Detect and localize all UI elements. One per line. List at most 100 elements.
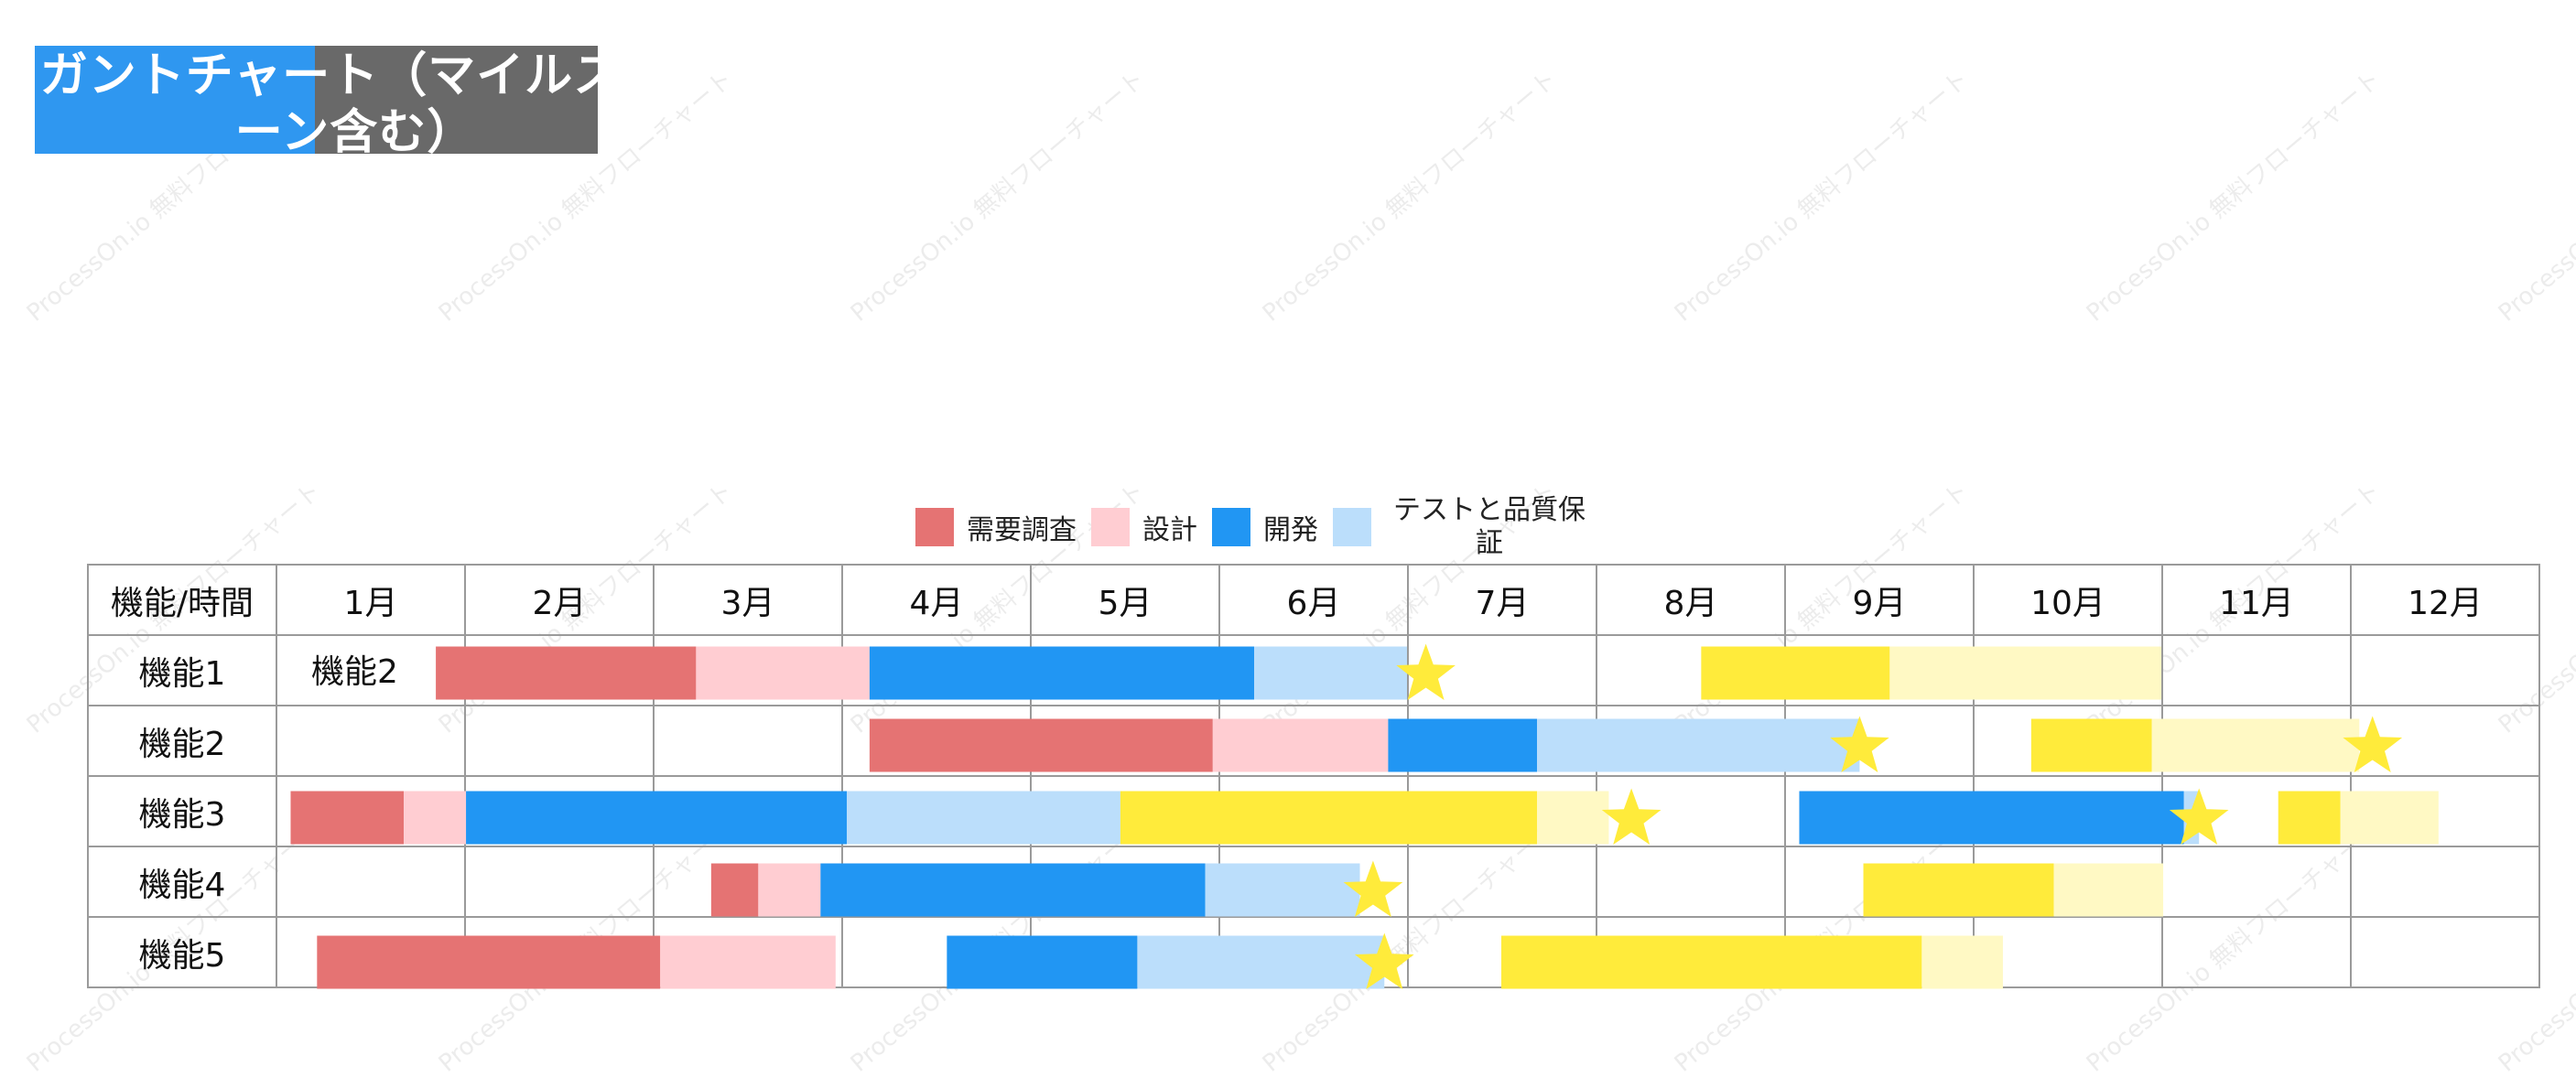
grid-cell — [1407, 916, 1597, 988]
month-header: 6月 — [1218, 564, 1409, 636]
grid-cell — [2161, 846, 2352, 918]
grid-cell — [1030, 846, 1220, 918]
grid-cell — [464, 775, 655, 847]
grid-cell — [841, 634, 1032, 706]
month-header: 9月 — [1784, 564, 1975, 636]
table-row: 機能2 — [87, 705, 2540, 777]
grid-cell — [276, 634, 466, 706]
grid-cell — [2350, 634, 2540, 706]
grid-cell — [1218, 775, 1409, 847]
grid-cell — [2350, 846, 2540, 918]
month-header: 12月 — [2350, 564, 2540, 636]
grid-cell — [1784, 846, 1975, 918]
grid-cell — [841, 705, 1032, 777]
grid-cell — [1596, 916, 1786, 988]
legend-swatch-test — [1333, 508, 1371, 546]
cell-note: 機能2 — [311, 653, 398, 691]
grid-cell — [653, 705, 843, 777]
grid-cell — [1973, 775, 2163, 847]
month-header: 8月 — [1596, 564, 1786, 636]
grid-cell — [1407, 705, 1597, 777]
grid-cell — [1596, 634, 1786, 706]
page-title: ガントチャート（マイルストーン含む） — [39, 49, 598, 154]
legend-label-test: テストと品質保証 — [1393, 494, 1586, 559]
grid-cell — [464, 916, 655, 988]
gantt-body: 機能1 機能2 機能3 機能4 機能5 — [87, 634, 2540, 988]
row-label: 機能1 — [87, 634, 277, 706]
grid-cell — [1218, 705, 1409, 777]
gantt-table: 機能/時間 1月 2月 3月 4月 5月 6月 7月 8月 9月 10月 11月… — [87, 564, 2540, 988]
grid-cell — [276, 775, 466, 847]
grid-cell — [1407, 775, 1597, 847]
row-label: 機能4 — [87, 846, 277, 918]
grid-cell — [1218, 634, 1409, 706]
grid-cell — [1218, 846, 1409, 918]
grid-cell — [1030, 705, 1220, 777]
month-header: 11月 — [2161, 564, 2352, 636]
title-banner: ガントチャート（マイルストーン含む） — [35, 46, 598, 154]
grid-cell — [2161, 705, 2352, 777]
grid-cell — [1030, 634, 1220, 706]
month-header: 7月 — [1407, 564, 1597, 636]
row-label: 機能3 — [87, 775, 277, 847]
grid-cell — [2161, 916, 2352, 988]
month-header: 4月 — [841, 564, 1032, 636]
grid-cell — [841, 846, 1032, 918]
table-row: 機能3 — [87, 775, 2540, 847]
corner-header: 機能/時間 — [87, 564, 277, 636]
legend-item-test: テストと品質保証 — [1333, 494, 1595, 560]
grid-cell — [1973, 846, 2163, 918]
row-label: 機能2 — [87, 705, 277, 777]
legend: 需要調査 設計 開発 テストと品質保証 — [915, 494, 1609, 560]
legend-label-dev: 開発 — [1263, 514, 1318, 546]
grid-cell — [653, 916, 843, 988]
grid-cell — [464, 705, 655, 777]
grid-cell — [276, 916, 466, 988]
title-banner-gray — [315, 46, 598, 154]
grid-cell — [1218, 916, 1409, 988]
header-row: 機能/時間 1月 2月 3月 4月 5月 6月 7月 8月 9月 10月 11月… — [87, 564, 2540, 636]
table-row: 機能5 — [87, 916, 2540, 988]
legend-swatch-research — [915, 508, 954, 546]
grid-cell — [653, 846, 843, 918]
watermark-text: ProcessOn.io 無料フローチャート — [2081, 65, 2387, 328]
grid-cell — [276, 705, 466, 777]
grid-cell — [2350, 775, 2540, 847]
grid-cell — [2161, 634, 2352, 706]
grid-cell — [464, 634, 655, 706]
grid-cell — [841, 775, 1032, 847]
month-header: 1月 — [276, 564, 466, 636]
row-label: 機能5 — [87, 916, 277, 988]
legend-swatch-design — [1091, 508, 1130, 546]
grid-cell — [276, 846, 466, 918]
watermark-text: ProcessOn.io 無料フローチャート — [845, 65, 1151, 328]
grid-cell — [1596, 846, 1786, 918]
month-header: 5月 — [1030, 564, 1220, 636]
grid-cell — [1784, 775, 1975, 847]
title-banner-blue — [35, 46, 315, 154]
table-row: 機能1 — [87, 634, 2540, 706]
grid-cell — [1973, 634, 2163, 706]
grid-cell — [1784, 705, 1975, 777]
grid-cell — [2350, 705, 2540, 777]
legend-swatch-dev — [1212, 508, 1250, 546]
watermark-text: ProcessOn.io 無料フローチャート — [1257, 65, 1563, 328]
month-header: 3月 — [653, 564, 843, 636]
grid-cell — [1030, 916, 1220, 988]
legend-item-dev: 開発 — [1212, 507, 1318, 547]
legend-label-research: 需要調査 — [967, 514, 1077, 546]
watermark-text: ProcessOn.io 無料フローチャート — [2493, 66, 2576, 328]
grid-cell — [464, 846, 655, 918]
legend-item-design: 設計 — [1091, 507, 1197, 547]
month-header: 10月 — [1973, 564, 2163, 636]
grid-cell — [2161, 775, 2352, 847]
table-row: 機能4 — [87, 846, 2540, 918]
grid-cell — [653, 775, 843, 847]
grid-cell — [1784, 634, 1975, 706]
grid-cell — [653, 634, 843, 706]
grid-cell — [841, 916, 1032, 988]
grid-cell — [1407, 634, 1597, 706]
grid-cell — [1973, 705, 2163, 777]
legend-label-design: 設計 — [1142, 514, 1197, 546]
grid-cell — [1784, 916, 1975, 988]
